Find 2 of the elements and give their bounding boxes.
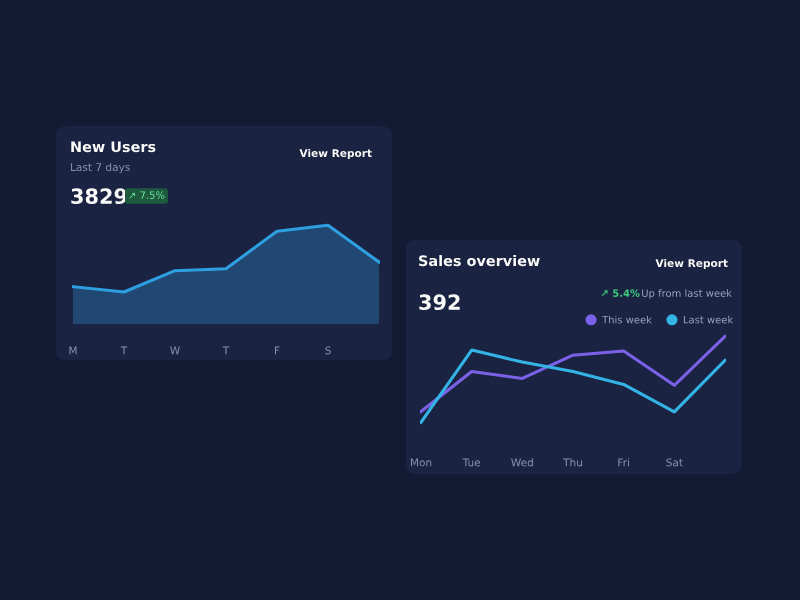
text: 392 xyxy=(419,294,460,311)
text: 3829 xyxy=(71,188,127,205)
